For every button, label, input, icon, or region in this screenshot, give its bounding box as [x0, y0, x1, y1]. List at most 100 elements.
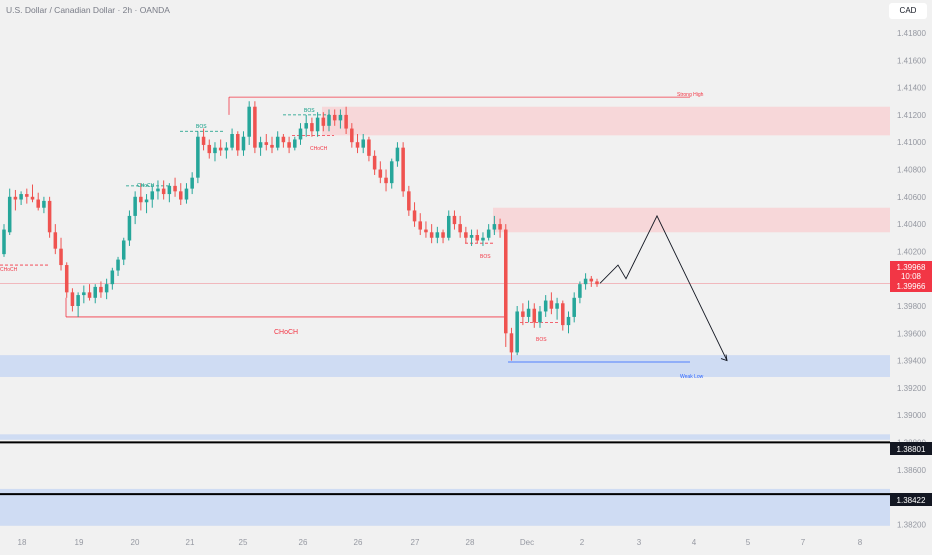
projection-layer — [599, 214, 728, 362]
candle-body — [321, 117, 326, 126]
candle-body — [253, 106, 257, 148]
support-price-tag-1: 1.38801 — [897, 445, 926, 454]
currency-selector[interactable]: CAD — [889, 3, 927, 19]
candle-body — [241, 136, 246, 151]
candle-body — [315, 117, 320, 132]
choch-label-1: CHoCH — [137, 183, 155, 189]
candle-body — [30, 196, 35, 200]
projected-path — [599, 214, 728, 361]
support-price-tag-2: 1.38422 — [897, 496, 926, 505]
candle-body — [25, 194, 29, 197]
support-price-tag-1-bg — [890, 442, 932, 455]
candle-body — [144, 199, 149, 203]
x-tick-label: 5 — [746, 538, 751, 547]
candle-body — [201, 136, 206, 145]
choch-left-label: CHoCH — [0, 267, 18, 273]
candle-body — [578, 284, 582, 298]
candle-body — [139, 196, 143, 203]
choch-label-2: CHoCH — [310, 146, 328, 152]
y-tick-label: 1.39400 — [897, 357, 926, 366]
candle-body — [247, 106, 251, 137]
x-tick-label: 19 — [75, 538, 84, 547]
candle-body — [526, 308, 531, 317]
x-tick-label: 20 — [131, 538, 140, 547]
y-tick-label: 1.40600 — [897, 193, 926, 202]
candle-body — [184, 188, 189, 200]
candle-body — [566, 316, 571, 326]
projection-arrowhead — [720, 354, 728, 362]
candle-body — [452, 215, 457, 225]
candle-body — [281, 136, 286, 143]
candle-body — [532, 308, 537, 323]
candle-body — [287, 142, 291, 148]
candle-body — [384, 177, 388, 184]
candle-body — [595, 281, 599, 285]
candle-body — [429, 232, 434, 238]
supply-zone-upper — [322, 106, 890, 136]
candle-body — [464, 232, 468, 238]
candle-body — [395, 147, 400, 162]
y-tick-label: 1.39800 — [897, 302, 926, 311]
candle-body — [469, 235, 474, 238]
weak-low-label: Weak Low — [680, 374, 704, 380]
candle-body — [298, 128, 303, 140]
candle-body — [156, 188, 160, 192]
chart-title: U.S. Dollar / Canadian Dollar · 2h · OAN… — [6, 5, 170, 15]
x-tick-label: 7 — [801, 538, 806, 547]
x-tick-label: 26 — [299, 538, 308, 547]
candle-body — [7, 196, 12, 233]
candle-body — [549, 300, 554, 309]
candle-body — [293, 139, 297, 148]
candle-body — [412, 210, 417, 222]
x-tick-label: 4 — [692, 538, 697, 547]
demand-zone-main — [0, 355, 890, 377]
y-tick-label: 1.39000 — [897, 411, 926, 420]
candle-body — [87, 292, 92, 298]
bos-label-3: BOS — [480, 254, 491, 260]
candle-body — [99, 286, 103, 293]
annotation-labels: Strong High Weak Low CHoCH BOS CHoCH BOS… — [0, 92, 704, 380]
candle-body — [367, 139, 371, 156]
candle-body — [19, 194, 23, 200]
supply-zone-lower — [493, 207, 890, 233]
candle-body — [236, 134, 240, 151]
candle-body — [264, 142, 269, 145]
candle-body — [258, 142, 263, 148]
candle-body — [515, 311, 519, 353]
candle-body — [196, 136, 200, 178]
candles-layer — [2, 101, 599, 361]
y-tick-label: 1.41800 — [897, 29, 926, 38]
current-price-tag-bg — [890, 261, 932, 292]
candle-body — [310, 123, 314, 132]
candle-body — [270, 144, 274, 148]
choch-main-label: CHoCH — [274, 329, 298, 336]
y-tick-label: 1.41000 — [897, 138, 926, 147]
candle-body — [555, 303, 559, 309]
candle-body — [361, 139, 365, 148]
x-tick-label: 18 — [18, 538, 27, 547]
candle-body — [538, 311, 542, 323]
price-tags: 1.39968 10:08 1.39966 1.38801 1.38422 — [890, 261, 932, 506]
y-tick-label: 1.40400 — [897, 220, 926, 229]
y-tick-label: 1.38600 — [897, 466, 926, 475]
candle-body — [213, 147, 217, 154]
candle-body — [53, 232, 58, 249]
x-tick-label: 26 — [354, 538, 363, 547]
candle-body — [543, 300, 548, 312]
y-tick-label: 1.41600 — [897, 56, 926, 65]
candle-body — [82, 292, 86, 296]
candle-body — [583, 278, 588, 285]
candle-body — [47, 200, 52, 233]
y-tick-label: 1.40800 — [897, 166, 926, 175]
candle-body — [407, 191, 411, 211]
candle-body — [572, 297, 576, 317]
candle-body — [121, 240, 126, 260]
candle-body — [498, 224, 502, 230]
candle-body — [173, 185, 177, 192]
candle-body — [127, 215, 132, 241]
candle-body — [424, 229, 428, 233]
candle-body — [344, 114, 348, 129]
candle-body — [401, 147, 405, 192]
